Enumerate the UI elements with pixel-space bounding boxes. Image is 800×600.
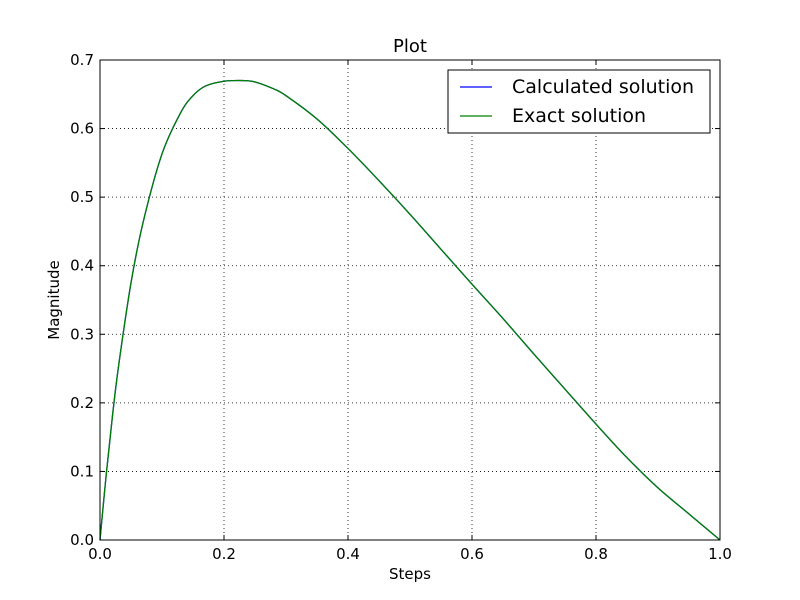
plot-area <box>100 60 720 540</box>
y-tick-label: 0.7 <box>70 51 94 69</box>
x-tick-label: 1.0 <box>708 545 732 563</box>
x-axis-title: Steps <box>389 565 431 583</box>
y-axis-title: Magnitude <box>45 260 63 339</box>
y-tick-label: 0.0 <box>70 531 94 549</box>
series-line-exact-solution <box>99 79 721 541</box>
legend-label-exact-solution: Exact solution <box>512 105 646 127</box>
chart-title: Plot <box>393 36 427 57</box>
y-tick-label: 0.2 <box>70 394 94 412</box>
series-lines <box>99 79 721 541</box>
y-tick-label: 0.1 <box>70 462 94 480</box>
x-tick-label: 0.4 <box>336 545 360 563</box>
legend-label-calculated-solution: Calculated solution <box>512 76 694 98</box>
x-tick-label: 0.2 <box>212 545 236 563</box>
legend-box <box>447 69 711 134</box>
y-tick-label: 0.5 <box>70 188 94 206</box>
y-tick-label: 0.6 <box>70 120 94 138</box>
x-tick-label: 0.8 <box>584 545 608 563</box>
y-tick-label: 0.4 <box>70 257 94 275</box>
plot-frame <box>99 59 721 541</box>
x-tick-label: 0.6 <box>460 545 484 563</box>
axis-ticks <box>99 59 721 541</box>
y-tick-label: 0.3 <box>70 325 94 343</box>
legend: Calculated solution Exact solution <box>447 69 711 134</box>
x-tick-label: 0.0 <box>88 545 112 563</box>
